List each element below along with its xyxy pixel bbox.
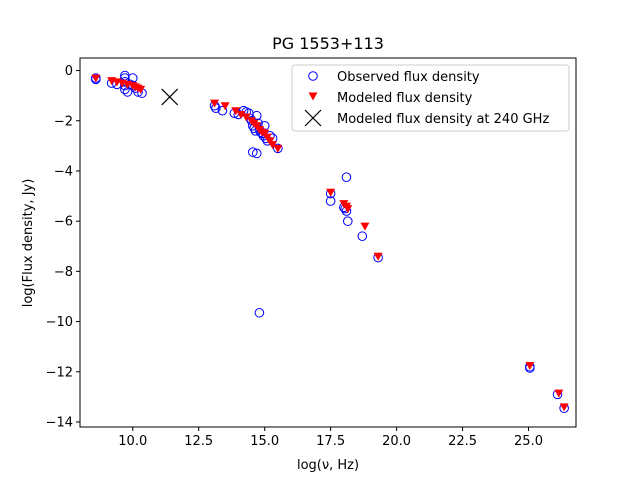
legend-observed-label: Observed flux density bbox=[337, 70, 480, 85]
y-tick-label: −4 bbox=[54, 164, 73, 179]
y-tick-label: −6 bbox=[54, 215, 73, 230]
observed-point bbox=[217, 105, 228, 116]
legend-240ghz-marker bbox=[304, 109, 322, 127]
legend-box bbox=[291, 64, 570, 132]
y-tick-label: 0 bbox=[65, 64, 73, 79]
x-tick-label: 12.5 bbox=[184, 434, 213, 449]
x-tick-label: 25.0 bbox=[514, 434, 543, 449]
y-axis-label: log(Flux density, Jy) bbox=[21, 179, 36, 308]
points-layer bbox=[91, 70, 569, 413]
x-tick-label: 10.0 bbox=[118, 434, 147, 449]
modeled-point bbox=[525, 362, 535, 370]
x-tick-label: 17.5 bbox=[316, 434, 345, 449]
x-tick-label: 15.0 bbox=[250, 434, 279, 449]
chart-title: PG 1553+113 bbox=[272, 34, 384, 53]
series-2 bbox=[161, 88, 179, 106]
modeled-point bbox=[210, 99, 220, 108]
modeled-point bbox=[373, 252, 383, 261]
modeled-point bbox=[220, 102, 230, 111]
observed-point bbox=[248, 147, 258, 157]
modeled-point bbox=[236, 110, 246, 119]
legend: Observed flux density Modeled flux densi… bbox=[291, 64, 570, 132]
modeled-point bbox=[268, 141, 278, 150]
y-axis: 0 −2 −4 −6 −8 −10 −12 −14 bbox=[46, 64, 80, 430]
modeled-point bbox=[273, 144, 283, 153]
modeled-point bbox=[91, 74, 101, 83]
observed-point bbox=[254, 307, 265, 318]
x-axis-label: log(ν, Hz) bbox=[297, 458, 359, 473]
observed-point bbox=[342, 216, 353, 226]
modeled-240ghz-point bbox=[161, 88, 179, 106]
legend-240ghz-label: Modeled flux density at 240 GHz bbox=[337, 112, 549, 127]
modeled-point bbox=[241, 113, 251, 122]
legend-modeled-marker bbox=[308, 92, 318, 101]
x-tick-label: 22.5 bbox=[448, 434, 477, 449]
observed-point bbox=[341, 172, 352, 183]
observed-point bbox=[120, 84, 130, 95]
y-tick-label: −10 bbox=[46, 315, 73, 330]
y-tick-label: −14 bbox=[46, 415, 73, 430]
modeled-point bbox=[559, 403, 569, 412]
observed-point bbox=[251, 148, 262, 159]
legend-modeled-label: Modeled flux density bbox=[337, 91, 473, 106]
modeled-point bbox=[360, 222, 370, 231]
modeled-point bbox=[554, 389, 564, 398]
modeled-point bbox=[231, 107, 241, 116]
observed-point bbox=[357, 231, 368, 242]
legend-observed-marker bbox=[308, 71, 318, 81]
modeled-point bbox=[136, 85, 146, 94]
x-axis: 10.0 12.5 15.0 17.5 20.0 22.5 25.0 bbox=[118, 427, 543, 449]
series-1 bbox=[91, 74, 569, 412]
plot-frame bbox=[79, 57, 577, 428]
modeled-point bbox=[343, 205, 353, 214]
y-tick-label: −2 bbox=[54, 114, 73, 129]
modeled-point bbox=[326, 188, 336, 197]
y-tick-label: −12 bbox=[46, 365, 73, 380]
y-tick-label: −8 bbox=[54, 265, 73, 280]
x-tick-label: 20.0 bbox=[382, 434, 411, 449]
